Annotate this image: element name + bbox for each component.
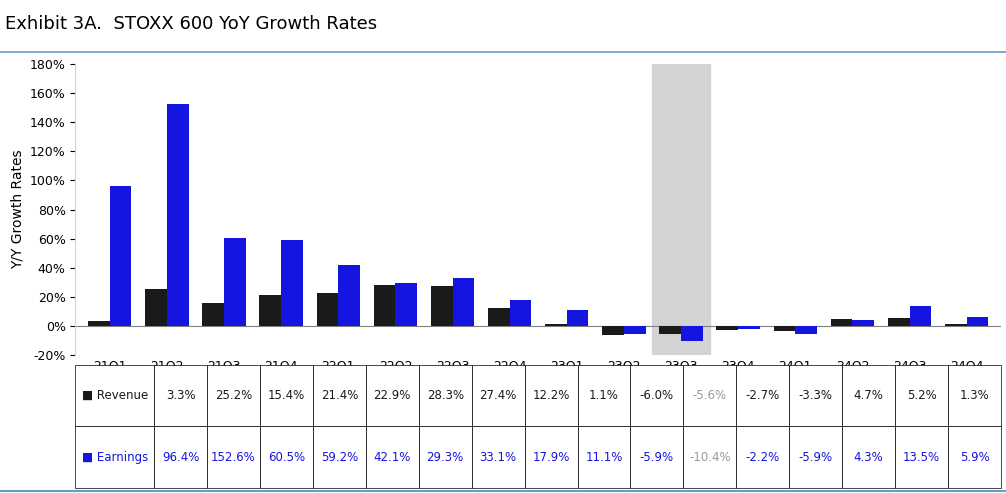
Bar (659, 326, 681, 334)
Bar (796, 326, 817, 334)
Bar (510, 300, 531, 326)
Bar (967, 317, 989, 326)
Bar (624, 326, 646, 334)
Bar (945, 324, 967, 326)
Y-axis label: Y/Y Growth Rates: Y/Y Growth Rates (10, 150, 24, 269)
Bar (545, 324, 566, 326)
Bar (317, 292, 338, 326)
Bar (395, 283, 417, 326)
Bar (88, 321, 110, 326)
Bar (167, 104, 188, 326)
Bar (774, 326, 796, 331)
Bar (831, 319, 852, 326)
Bar (738, 326, 760, 329)
Bar (888, 318, 909, 326)
Bar (453, 278, 474, 326)
Bar (566, 310, 589, 326)
Text: Exhibit 3A.  STOXX 600 YoY Growth Rates: Exhibit 3A. STOXX 600 YoY Growth Rates (5, 15, 377, 33)
Bar (260, 295, 281, 326)
Bar (603, 326, 624, 335)
Bar (373, 285, 395, 326)
Bar (224, 238, 245, 326)
Bar (653, 64, 709, 355)
Bar (431, 286, 453, 326)
Bar (281, 240, 303, 326)
Bar (145, 289, 167, 326)
Bar (202, 304, 224, 326)
Bar (110, 186, 132, 326)
Bar (852, 319, 874, 326)
Bar (338, 265, 360, 326)
Bar (909, 306, 932, 326)
Bar (488, 308, 510, 326)
Bar (716, 326, 738, 330)
Bar (681, 326, 703, 341)
